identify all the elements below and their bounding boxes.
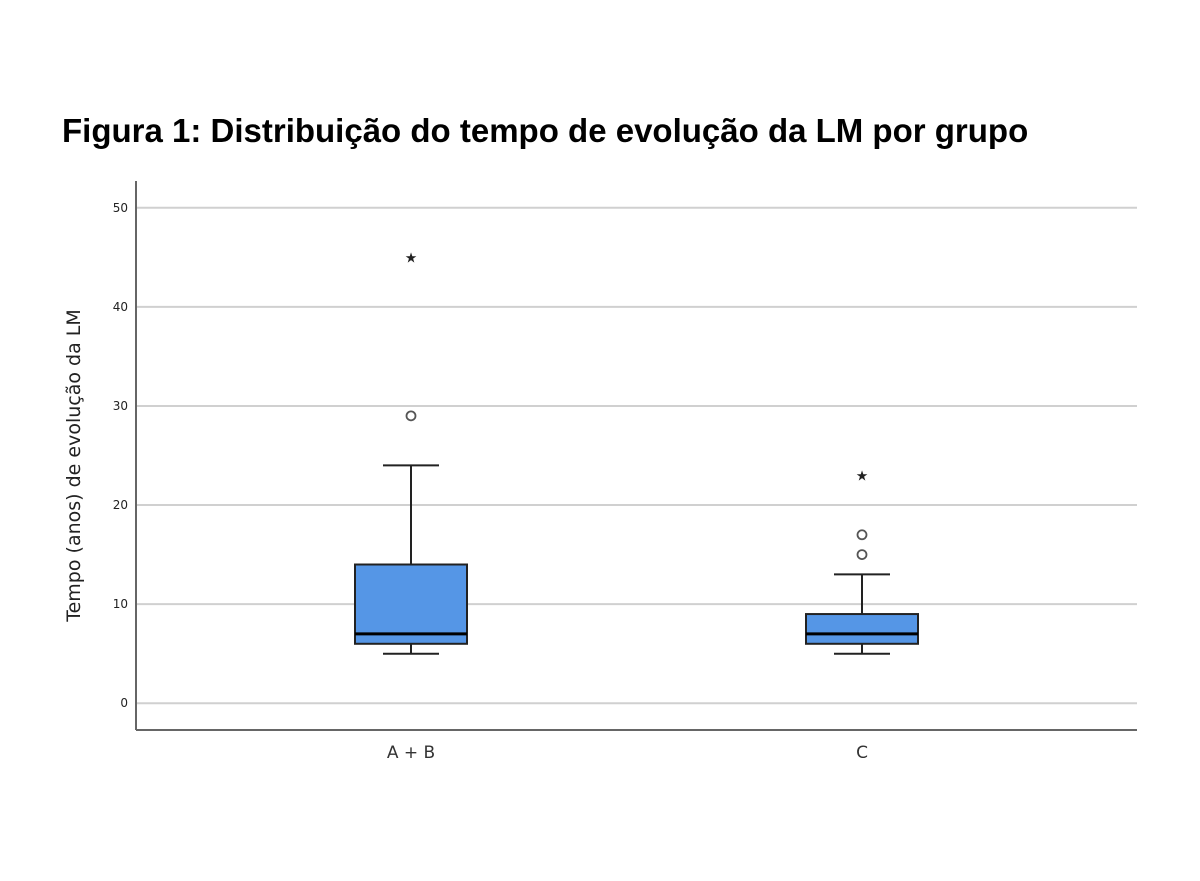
iqr-box bbox=[354, 563, 468, 645]
boxes: ★★ bbox=[354, 250, 919, 655]
y-tick-label: 50 bbox=[113, 201, 128, 215]
box-group: ★ bbox=[805, 468, 919, 655]
gridlines bbox=[136, 206, 1137, 705]
x-category-label: A + B bbox=[387, 743, 435, 763]
outlier-marker bbox=[856, 529, 868, 541]
y-tick-labels: 0 10 20 30 40 50 bbox=[113, 201, 128, 710]
y-tick-label: 10 bbox=[113, 597, 128, 611]
y-tick-label: 30 bbox=[113, 399, 128, 413]
x-tick-labels: A + B C bbox=[387, 743, 868, 763]
outlier-marker bbox=[405, 410, 417, 422]
y-tick-label: 40 bbox=[113, 300, 128, 314]
outlier-marker bbox=[856, 549, 868, 560]
axes bbox=[135, 181, 1137, 731]
iqr-box bbox=[805, 613, 919, 645]
x-category-label: C bbox=[856, 743, 868, 763]
y-tick-label: 20 bbox=[113, 498, 128, 512]
extreme-marker: ★ bbox=[856, 468, 869, 484]
y-axis-title: Tempo (anos) de evolução da LM bbox=[63, 309, 85, 623]
extreme-marker: ★ bbox=[405, 250, 418, 266]
box-group: ★ bbox=[354, 250, 468, 655]
y-tick-label: 0 bbox=[120, 696, 128, 710]
figure-title: Figura 1: Distribuição do tempo de evolu… bbox=[62, 112, 1029, 149]
